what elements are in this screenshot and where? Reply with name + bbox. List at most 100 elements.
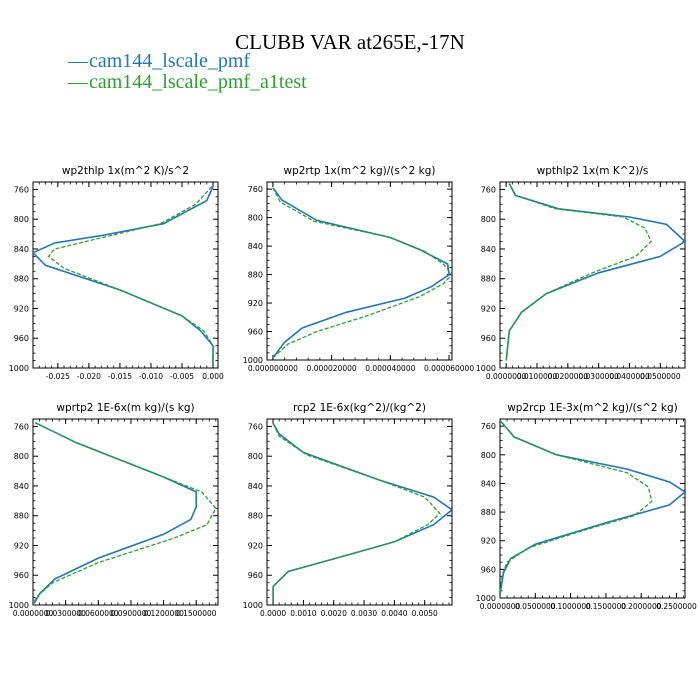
panel-3: wpthlp2 1x(m K^2)/s 760 800 840 880 920 960 100… xyxy=(476,165,686,381)
x-tick-label: 0.0300000 xyxy=(45,609,86,618)
x-tick-label: 0.0000000 xyxy=(13,609,54,618)
y-tick-label: 960 xyxy=(248,571,263,580)
x-tick-label: 0.0600000 xyxy=(78,609,119,618)
x-tick-label: -0.015 xyxy=(108,372,132,381)
panel-5: rcp2 1E-6x(kg^2)/(kg^2) 760 800 840 880 920 96… xyxy=(243,402,453,618)
x-tick-label: -0.005 xyxy=(170,372,194,381)
y-tick-label: 1000 xyxy=(9,601,29,610)
y-tick-label: 920 xyxy=(481,304,496,313)
series-line-1 xyxy=(272,187,450,359)
x-tick-label: 0.000060000 xyxy=(424,364,474,373)
y-tick-label: 800 xyxy=(14,452,29,461)
y-tick-label: 840 xyxy=(481,245,496,254)
y-tick-label: 920 xyxy=(14,304,29,313)
y-tick-label: 760 xyxy=(14,185,29,194)
series-line-2 xyxy=(33,422,217,604)
plot-frame xyxy=(32,181,219,369)
x-tick-label: 0.0300000 xyxy=(578,372,619,381)
y-tick-label: 800 xyxy=(481,215,496,224)
plot-frame xyxy=(266,181,453,361)
series-line-2 xyxy=(272,187,452,359)
x-tick-label: 0.0000 xyxy=(260,609,286,618)
y-tick-label: 840 xyxy=(14,482,29,491)
x-tick-label: 0.0000000 xyxy=(486,372,527,381)
y-tick-label: 1000 xyxy=(476,364,496,373)
y-tick-label: 760 xyxy=(14,422,29,431)
y-tick-label: 960 xyxy=(481,565,496,574)
x-tick-label: -0.020 xyxy=(77,372,101,381)
plot-frame xyxy=(32,418,219,606)
series-line-2 xyxy=(505,183,652,361)
x-tick-label: 0.0020 xyxy=(321,609,347,618)
x-tick-label: 0.2000000 xyxy=(621,602,662,611)
series-line-1 xyxy=(33,421,197,604)
y-tick-label: 840 xyxy=(481,479,496,488)
y-tick-label: 800 xyxy=(481,451,496,460)
y-tick-label: 960 xyxy=(481,334,496,343)
panel-6: wp2rcp 1E-3x(m^2 kg)/(s^2 kg) 760 800 840 88… xyxy=(476,402,697,611)
y-tick-label: 840 xyxy=(248,482,263,491)
panel-2: wp2rtp 1x(m^2 kg)/(s^2 kg) 760 800 840 880 92… xyxy=(243,165,475,373)
x-tick-label: 0.2500000 xyxy=(656,602,697,611)
y-tick-label: 1000 xyxy=(9,364,29,373)
x-tick-label: 0.000000000 xyxy=(248,364,298,373)
legend-label: cam144_lscale_pmf xyxy=(89,50,251,72)
series-line-2 xyxy=(47,186,214,365)
x-tick-label: 0.1500000 xyxy=(176,609,217,618)
y-tick-label: 760 xyxy=(481,422,496,431)
x-tick-label: 0.0900000 xyxy=(111,609,152,618)
legend-item-series-2: — cam144_lscale_pmf_a1test xyxy=(68,71,307,94)
y-tick-label: 960 xyxy=(14,571,29,580)
y-tick-label: 840 xyxy=(14,245,29,254)
y-tick-label: 880 xyxy=(248,512,263,521)
y-tick-label: 760 xyxy=(481,185,496,194)
y-tick-label: 1000 xyxy=(243,601,263,610)
plot-frame xyxy=(499,418,686,599)
x-tick-label: 0.000040000 xyxy=(365,364,415,373)
y-tick-label: 920 xyxy=(14,541,29,550)
y-tick-label: 1000 xyxy=(476,594,496,603)
y-tick-label: 920 xyxy=(248,541,263,550)
y-tick-label: 880 xyxy=(481,275,496,284)
y-tick-label: 960 xyxy=(14,334,29,343)
x-tick-label: -0.010 xyxy=(139,372,163,381)
series-line-2 xyxy=(500,419,653,595)
x-tick-label: 0.0500000 xyxy=(515,602,556,611)
series-line-1 xyxy=(505,183,685,361)
x-tick-label: -0.025 xyxy=(46,372,70,381)
y-tick-label: 960 xyxy=(248,328,263,337)
y-tick-label: 760 xyxy=(248,422,263,431)
y-tick-label: 800 xyxy=(248,452,263,461)
x-tick-label: 0.0010 xyxy=(290,609,316,618)
panel-title: wp2thlp 1x(m^2 K)/s^2 xyxy=(62,165,189,177)
y-tick-label: 760 xyxy=(248,185,263,194)
x-tick-label: 0.0000000 xyxy=(480,602,521,611)
y-tick-label: 840 xyxy=(248,242,263,251)
legend-item-series-1: — cam144_lscale_pmf xyxy=(68,50,250,73)
series-line-2 xyxy=(272,423,441,602)
figure-title: CLUBB VAR at265E,-17N xyxy=(235,30,465,54)
panel-title: wp2rtp 1x(m^2 kg)/(s^2 kg) xyxy=(283,165,435,177)
series-line-1 xyxy=(33,186,214,365)
y-tick-label: 920 xyxy=(248,299,263,308)
panel-4: wprtp2 1E-6x(m kg)/(s kg) 760 800 840 880 920… xyxy=(9,402,219,618)
legend-line-icon: — xyxy=(68,71,88,93)
x-tick-label: 0.1200000 xyxy=(143,609,184,618)
panel-title: rcp2 1E-6x(kg^2)/(kg^2) xyxy=(293,402,426,414)
x-tick-label: 0.0040 xyxy=(381,609,407,618)
panel-title: wp2rcp 1E-3x(m^2 kg)/(s^2 kg) xyxy=(507,402,678,414)
x-tick-label: 0.0400000 xyxy=(609,372,650,381)
y-tick-label: 1000 xyxy=(243,356,263,365)
y-tick-label: 800 xyxy=(248,214,263,223)
x-tick-label: 0.0100000 xyxy=(517,372,558,381)
series-line-1 xyxy=(500,419,685,595)
panel-1: wp2thlp 1x(m^2 K)/s^2 760 800 840 880 920 960 1… xyxy=(9,165,224,381)
x-tick-label: 0.1000000 xyxy=(550,602,591,611)
y-tick-label: 880 xyxy=(481,508,496,517)
legend-label: cam144_lscale_pmf_a1test xyxy=(89,71,307,93)
legend-line-icon: — xyxy=(68,50,88,72)
x-tick-label: 0.0050 xyxy=(412,609,438,618)
x-tick-label: 0.0200000 xyxy=(548,372,589,381)
panel-title: wpthlp2 1x(m K^2)/s xyxy=(537,165,649,177)
x-tick-label: 0.0030 xyxy=(351,609,377,618)
